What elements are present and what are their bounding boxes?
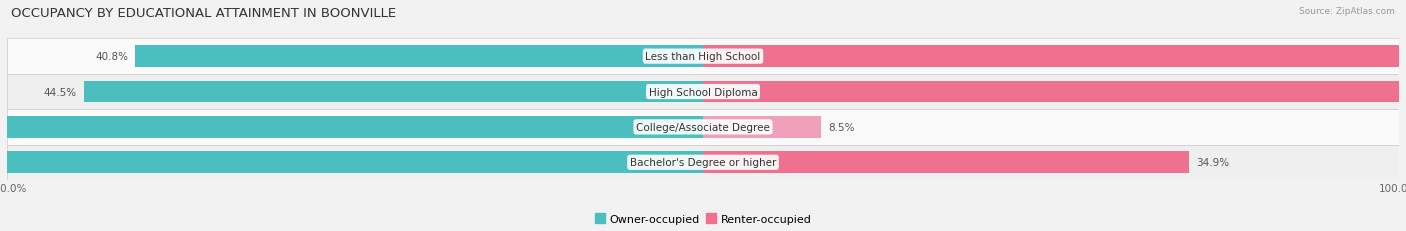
Text: OCCUPANCY BY EDUCATIONAL ATTAINMENT IN BOONVILLE: OCCUPANCY BY EDUCATIONAL ATTAINMENT IN B…: [11, 7, 396, 20]
Bar: [703, 152, 1189, 173]
Bar: [703, 116, 821, 138]
Bar: [7, 74, 1399, 110]
Text: College/Associate Degree: College/Associate Degree: [636, 122, 770, 132]
Text: 8.5%: 8.5%: [828, 122, 855, 132]
Bar: [7, 39, 1399, 74]
Bar: [703, 81, 1406, 103]
Bar: [7, 110, 1399, 145]
Text: High School Diploma: High School Diploma: [648, 87, 758, 97]
Text: 44.5%: 44.5%: [44, 87, 77, 97]
Bar: [703, 46, 1406, 68]
Bar: [7, 145, 1399, 180]
Text: 40.8%: 40.8%: [96, 52, 128, 62]
Legend: Owner-occupied, Renter-occupied: Owner-occupied, Renter-occupied: [591, 209, 815, 228]
Bar: [0, 116, 703, 138]
Bar: [83, 81, 703, 103]
Text: 34.9%: 34.9%: [1195, 158, 1229, 167]
Bar: [0, 152, 703, 173]
Text: Bachelor's Degree or higher: Bachelor's Degree or higher: [630, 158, 776, 167]
Bar: [135, 46, 703, 68]
Text: Source: ZipAtlas.com: Source: ZipAtlas.com: [1299, 7, 1395, 16]
Text: Less than High School: Less than High School: [645, 52, 761, 62]
